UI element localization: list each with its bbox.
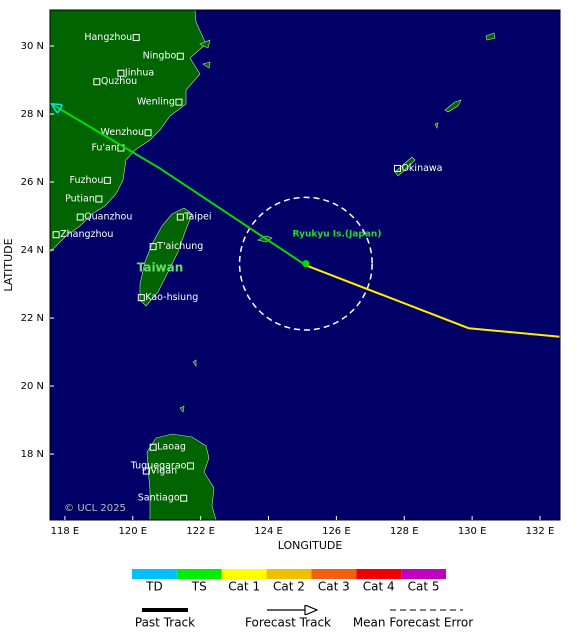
city-label: Quanzhou [84,212,132,223]
region-label: Ryukyu Is.(Japan) [293,230,382,240]
city-label: Vigan [150,466,177,477]
city-marker [186,462,194,470]
city-label: Santiago [138,493,180,504]
city-marker [142,467,150,475]
city-marker [93,78,101,86]
x-tick-label: 120 E [118,526,147,537]
x-tick-label: 126 E [322,526,351,537]
city-marker [103,176,111,184]
city-marker [132,34,140,42]
city-marker [76,213,84,221]
category-swatch [221,569,267,579]
category-label: Cat 2 [273,580,305,594]
luzon [146,433,217,520]
city-label: Laoag [157,442,186,453]
x-tick-label: 128 E [390,526,419,537]
past-track [51,102,307,267]
category-swatch [356,569,402,579]
x-tick-label: 124 E [254,526,283,537]
city-label: Quzhou [101,76,137,87]
island [485,32,496,41]
y-tick-label: 18 N [21,449,44,460]
city-label: Okinawa [401,163,442,174]
x-tick-label: 130 E [458,526,487,537]
y-tick-label: 24 N [21,245,44,256]
city-label: Zhangzhou [60,229,113,240]
x-tick-label: 118 E [51,526,80,537]
x-tick-label: 132 E [526,526,555,537]
legend-label: Forecast Track [245,616,331,630]
error-circle [238,196,373,331]
city-marker [144,129,152,137]
storm-position [302,260,310,268]
island [192,359,197,367]
city-label: Fu'an [91,143,116,154]
city-label: Tuguegarao [130,460,187,471]
city-marker [137,294,145,302]
land [50,10,496,520]
category-label: Cat 5 [408,580,440,594]
city-label: Putian [65,194,95,205]
city-label: Ningbo [143,51,177,62]
city-marker [95,195,103,203]
island [202,61,211,69]
city-marker [176,213,184,221]
x-tick-label: 122 E [186,526,215,537]
city-marker [176,52,184,60]
category-swatch [311,569,357,579]
category-swatch [401,569,446,579]
city-label: Fuzhou [70,175,104,186]
forecast-track [305,264,560,338]
city-label: Hangzhou [84,32,132,43]
category-label: Cat 1 [228,580,260,594]
city-label: Wenzhou [101,127,145,138]
city-label: Kao-hsiung [145,292,198,303]
island [199,39,211,49]
city-marker [149,443,157,451]
y-axis-label: LATITUDE [2,238,15,291]
x-axis-label: LONGITUDE [278,539,343,552]
city-marker [175,98,183,106]
y-tick-label: 30 N [21,41,44,52]
island [179,405,185,413]
city-marker [393,164,401,172]
island [434,122,439,129]
y-tick-label: 20 N [21,381,44,392]
city-marker [52,231,60,239]
category-label: Cat 3 [318,580,350,594]
category-label: TS [191,580,207,594]
region-label: Taiwan [137,261,184,275]
category-label: Cat 4 [363,580,395,594]
y-tick-label: 28 N [21,109,44,120]
category-swatch [176,569,222,579]
y-tick-label: 22 N [21,313,44,324]
city-marker [117,69,125,77]
city-label: Jinhua [124,68,154,79]
taiwan [139,207,193,307]
city-label: T'aichung [156,241,203,252]
category-swatch [132,569,177,579]
category-label: TD [145,580,163,594]
legend-label: Mean Forecast Error [353,616,473,630]
map-frame [49,9,561,521]
city-label: Taipei [183,212,211,223]
copyright: © UCL 2025 [64,503,126,514]
city-label: Wenling [137,97,175,108]
mainland [50,10,207,253]
city-marker [149,243,157,251]
island [444,99,462,113]
legend-label: Past Track [135,616,195,630]
y-tick-label: 26 N [21,177,44,188]
category-swatch [266,569,312,579]
city-marker [180,494,188,502]
